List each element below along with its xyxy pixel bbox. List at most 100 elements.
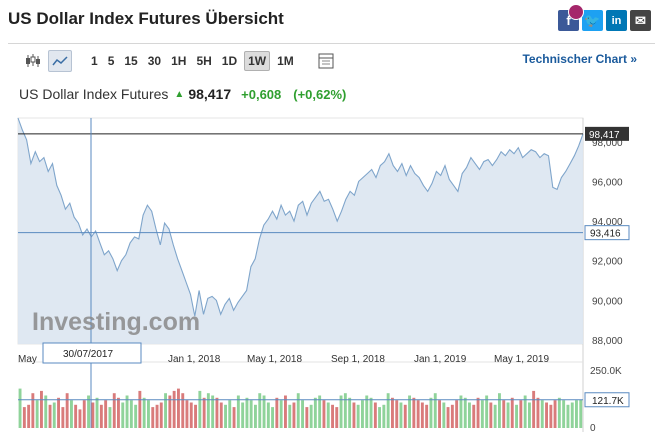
volume-bar	[575, 400, 578, 428]
volume-bar	[108, 407, 112, 428]
x-tick-label: May	[18, 354, 37, 365]
volume-bar	[420, 402, 424, 428]
settings-panel-icon[interactable]	[315, 51, 337, 71]
crosshair-date-box	[42, 342, 142, 364]
watermark-logo: Investing.com	[32, 308, 200, 336]
page-title: US Dollar Index Futures Übersicht	[8, 9, 284, 28]
volume-bar	[438, 400, 441, 428]
volume-bar	[151, 407, 155, 428]
volume-bar	[121, 402, 125, 428]
timeframe-1m[interactable]: 1M	[277, 54, 294, 68]
line-chart-icon[interactable]	[48, 50, 72, 72]
volume-bar	[168, 395, 172, 428]
volume-bar	[301, 400, 304, 428]
volume-bar	[211, 395, 215, 428]
volume-bar	[498, 393, 501, 428]
volume-bar	[335, 407, 339, 428]
price-change-percent: (+0,62%)	[293, 86, 347, 102]
volume-bar	[382, 404, 386, 428]
volume-bar	[70, 400, 73, 428]
volume-bar	[147, 400, 150, 428]
volume-bar	[489, 402, 493, 428]
volume-bar	[446, 407, 450, 428]
timeframe-1[interactable]: 1	[91, 54, 98, 68]
candlestick-chart-icon[interactable]	[22, 51, 44, 71]
volume-bar	[395, 400, 399, 428]
volume-bar	[455, 400, 459, 428]
volume-bar	[95, 397, 99, 428]
facebook-icon[interactable]: f	[558, 4, 584, 31]
volume-bar	[138, 390, 142, 428]
volume-bar	[18, 388, 22, 428]
volume-bar	[219, 402, 223, 428]
volume-bar	[78, 409, 82, 428]
timeframe-5h[interactable]: 5H	[196, 54, 212, 68]
volume-bar	[450, 404, 454, 428]
last-price: 98,417	[188, 86, 232, 102]
volume-bar	[202, 397, 206, 428]
timeframe-5[interactable]: 5	[107, 54, 115, 68]
volume-bar	[557, 397, 561, 428]
social-share-bar: f 🐦 in ✉	[558, 4, 651, 31]
volume-bar	[553, 400, 557, 428]
volume-bar	[536, 397, 540, 428]
volume-bar	[339, 395, 343, 428]
volume-bar	[386, 393, 390, 428]
y-tick-label: 88,000	[592, 336, 623, 347]
twitter-icon[interactable]: 🐦	[582, 10, 603, 31]
price-change: +0,608	[241, 86, 282, 102]
technical-chart-link[interactable]: Technischer Chart »	[522, 52, 637, 66]
y-tick-label: 90,000	[592, 296, 623, 307]
volume-bar	[433, 393, 437, 428]
volume-bar	[545, 402, 548, 428]
volume-bar	[403, 404, 407, 428]
volume-bar	[579, 399, 583, 428]
crosshair-price-label: 93,416	[590, 229, 621, 240]
volume-bar	[472, 404, 476, 428]
volume-bar	[305, 407, 309, 428]
volume-bar	[112, 393, 116, 428]
volume-bar	[82, 400, 86, 428]
volume-bar	[540, 400, 544, 428]
chart-toolbar: 1 5 15 30 1H 5H 1D 1W 1M	[22, 50, 341, 72]
volume-bar	[429, 397, 433, 428]
timeframe-30[interactable]: 30	[147, 54, 162, 68]
timeframe-1h[interactable]: 1H	[171, 54, 187, 68]
volume-bar	[87, 395, 90, 428]
last-price-box	[585, 126, 629, 141]
volume-bar	[99, 404, 103, 428]
volume-bar	[279, 400, 283, 428]
volume-bar	[185, 400, 189, 428]
crosshair-price-box	[584, 225, 630, 241]
volume-bar	[35, 400, 39, 428]
crosshair-date-label: 30/07/2017	[63, 349, 113, 360]
volume-bar	[296, 393, 300, 428]
volume-bar	[288, 404, 292, 428]
volume-bar	[468, 402, 471, 428]
x-tick-label: May 1, 2019	[494, 354, 549, 365]
timeframe-1d[interactable]: 1D	[221, 54, 238, 68]
chevron-right-icon: »	[630, 52, 637, 66]
volume-bar	[515, 404, 518, 428]
up-arrow-icon: ▲	[174, 88, 185, 100]
volume-bar	[365, 395, 369, 428]
mail-icon[interactable]: ✉	[630, 10, 651, 31]
volume-bar	[566, 404, 570, 428]
volume-bar	[181, 393, 185, 428]
volume-bar	[134, 404, 138, 428]
volume-bar	[262, 395, 266, 428]
x-tick-label: Jan 1, 2019	[414, 354, 467, 365]
y-tick-label: 92,000	[592, 257, 623, 268]
volume-bar	[510, 397, 514, 428]
volume-bar	[142, 397, 146, 428]
timeframe-1w[interactable]: 1W	[244, 51, 271, 71]
volume-bar	[117, 397, 120, 428]
volume-bar	[125, 395, 129, 428]
volume-bar	[65, 393, 69, 428]
volume-bar	[412, 397, 416, 428]
linkedin-icon[interactable]: in	[606, 10, 627, 31]
last-price-label: 98,417	[589, 130, 620, 141]
timeframe-15[interactable]: 15	[124, 54, 138, 68]
price-area	[18, 118, 583, 344]
